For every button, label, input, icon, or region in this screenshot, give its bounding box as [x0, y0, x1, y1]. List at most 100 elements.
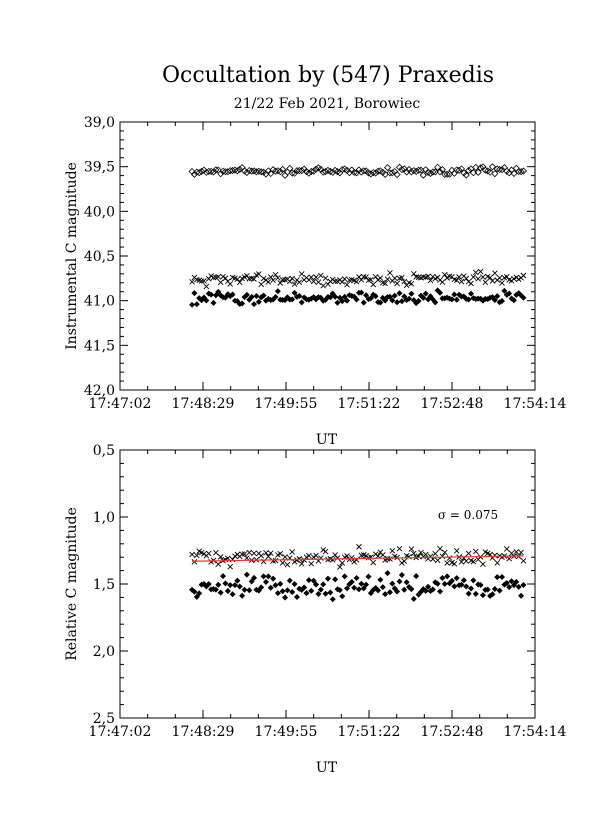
y-tick-label: 40,5 [84, 249, 115, 265]
data-point [350, 168, 358, 176]
x-tick-label: 17:47:02 [89, 396, 152, 412]
sigma-annotation: σ = 0.075 [438, 508, 498, 522]
data-point [296, 279, 303, 286]
data-point [212, 586, 219, 593]
data-point [396, 290, 403, 297]
data-point [415, 297, 422, 304]
data-point [425, 273, 431, 280]
data-point [209, 168, 218, 176]
data-point [198, 278, 205, 284]
data-point [465, 278, 472, 285]
data-point [491, 170, 499, 178]
plot-frame [119, 449, 536, 719]
data-point [232, 553, 238, 560]
y-tick-label: 40,0 [84, 204, 115, 220]
data-point [389, 580, 396, 587]
data-point [401, 558, 408, 564]
data-point [468, 585, 475, 592]
y-tick-label: 39,0 [84, 115, 115, 131]
data-point [215, 581, 222, 588]
data-point [291, 169, 299, 177]
data-point [437, 588, 444, 595]
data-point [482, 279, 489, 286]
data-point [289, 296, 296, 303]
data-point [360, 274, 367, 280]
data-point [480, 274, 486, 280]
data-point [310, 167, 318, 175]
y-tick-label: 2,5 [93, 711, 115, 727]
data-point [305, 169, 313, 177]
data-point [341, 573, 348, 580]
data-point [257, 168, 265, 176]
data-point [217, 589, 224, 596]
data-point [439, 553, 446, 560]
data-point [220, 573, 227, 580]
data-series-2 [189, 268, 527, 290]
data-point [329, 276, 336, 283]
data-point [365, 573, 372, 580]
data-point [310, 278, 317, 285]
y-tick-label: 39,5 [84, 160, 115, 176]
data-point [401, 586, 408, 593]
data-point [479, 592, 486, 599]
data-point [251, 276, 257, 282]
data-point [489, 591, 496, 598]
data-point [267, 550, 274, 557]
data-point [279, 277, 286, 283]
data-point [313, 552, 319, 559]
data-point [276, 168, 284, 176]
x-tick-label: 17:52:48 [421, 724, 484, 740]
data-point [344, 553, 350, 559]
data-point [298, 561, 305, 567]
data-point [332, 278, 338, 285]
data-point [391, 292, 398, 299]
x-tick-label: 17:48:29 [172, 724, 235, 740]
data-point [219, 167, 227, 175]
data-point [317, 555, 324, 561]
data-point [234, 276, 241, 283]
data-point [233, 167, 241, 175]
data-point [289, 275, 296, 282]
data-point [510, 169, 518, 177]
data-point [432, 550, 439, 557]
data-point [460, 577, 467, 584]
data-point [465, 590, 472, 597]
data-point [348, 554, 355, 561]
data-point [313, 274, 319, 281]
data-point [229, 167, 237, 175]
y-tick-label: 41,5 [84, 338, 115, 354]
data-point [505, 169, 513, 177]
data-point [434, 557, 441, 564]
data-point [513, 578, 520, 585]
data-point [251, 550, 257, 557]
data-point [279, 560, 286, 566]
data-point [289, 549, 296, 555]
data-point [341, 276, 348, 282]
data-point [229, 591, 236, 598]
data-point [499, 280, 505, 286]
data-point [296, 293, 303, 300]
data-point [470, 558, 477, 565]
data-point [208, 291, 215, 298]
data-point [253, 292, 260, 299]
data-point [277, 580, 284, 587]
data-point [398, 165, 406, 174]
data-point [377, 275, 384, 281]
data-point [451, 291, 458, 298]
data-point [298, 299, 305, 306]
data-point [229, 291, 236, 298]
data-point [317, 586, 324, 593]
x-tick-label: 17:49:55 [255, 724, 318, 740]
data-point [472, 163, 480, 171]
data-point [410, 595, 417, 602]
data-point [344, 281, 350, 288]
data-point [360, 299, 367, 306]
data-point [272, 294, 279, 301]
data-point [508, 578, 515, 585]
data-point [298, 167, 306, 175]
data-point [329, 596, 336, 603]
data-point [286, 164, 294, 173]
data-point [279, 588, 286, 595]
data-point [448, 296, 455, 303]
data-point [324, 575, 331, 582]
